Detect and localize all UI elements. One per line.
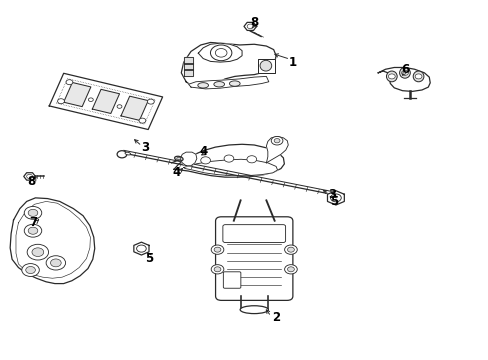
Polygon shape (183, 69, 193, 76)
Circle shape (284, 265, 297, 274)
Circle shape (214, 267, 221, 272)
Ellipse shape (125, 152, 130, 155)
Polygon shape (257, 59, 274, 73)
Text: 5: 5 (330, 195, 338, 208)
Polygon shape (183, 159, 277, 176)
Circle shape (387, 74, 394, 79)
Circle shape (24, 224, 41, 237)
Ellipse shape (260, 60, 271, 71)
Circle shape (88, 98, 93, 102)
Circle shape (401, 70, 407, 75)
Polygon shape (198, 43, 242, 62)
Polygon shape (266, 136, 287, 163)
Polygon shape (181, 42, 276, 88)
Polygon shape (183, 63, 193, 70)
Circle shape (246, 156, 256, 163)
Circle shape (330, 194, 341, 202)
Circle shape (27, 174, 32, 179)
Circle shape (211, 265, 224, 274)
Circle shape (210, 45, 231, 61)
Circle shape (139, 118, 145, 123)
FancyBboxPatch shape (215, 217, 292, 300)
Circle shape (224, 155, 233, 162)
Polygon shape (134, 242, 149, 255)
Circle shape (32, 248, 43, 256)
Polygon shape (327, 191, 344, 205)
Text: 6: 6 (400, 63, 408, 76)
Polygon shape (244, 22, 256, 30)
Circle shape (284, 245, 297, 254)
Text: 3: 3 (141, 141, 148, 154)
Circle shape (66, 80, 73, 85)
Circle shape (24, 206, 41, 219)
Circle shape (211, 245, 224, 254)
Polygon shape (10, 198, 95, 284)
Ellipse shape (174, 156, 183, 161)
Text: 1: 1 (288, 55, 297, 69)
Circle shape (58, 99, 64, 104)
Circle shape (287, 247, 294, 252)
Circle shape (26, 266, 35, 274)
FancyBboxPatch shape (223, 225, 285, 243)
Ellipse shape (198, 83, 208, 88)
Circle shape (271, 136, 283, 145)
Circle shape (214, 247, 221, 252)
Polygon shape (188, 76, 268, 89)
Circle shape (22, 264, 39, 276)
Ellipse shape (213, 82, 224, 87)
Circle shape (215, 49, 226, 57)
Polygon shape (377, 67, 429, 91)
Polygon shape (180, 152, 197, 166)
Circle shape (46, 256, 65, 270)
Circle shape (201, 157, 210, 164)
Circle shape (274, 139, 280, 143)
Text: 7: 7 (29, 216, 37, 229)
Text: 5: 5 (145, 252, 154, 265)
Circle shape (246, 24, 253, 29)
Circle shape (117, 151, 126, 158)
Text: 8: 8 (249, 16, 258, 29)
Ellipse shape (240, 306, 268, 314)
Polygon shape (63, 82, 91, 107)
Text: 3: 3 (327, 188, 335, 201)
Ellipse shape (176, 157, 181, 160)
Text: 4: 4 (172, 166, 180, 179)
Circle shape (414, 74, 421, 79)
Ellipse shape (399, 67, 409, 78)
Polygon shape (121, 96, 148, 120)
Polygon shape (174, 144, 284, 177)
Polygon shape (92, 89, 119, 113)
Circle shape (27, 244, 48, 260)
Text: 4: 4 (199, 145, 207, 158)
Ellipse shape (386, 71, 396, 82)
Text: 2: 2 (271, 311, 280, 324)
Circle shape (287, 267, 294, 272)
Circle shape (50, 259, 61, 267)
Ellipse shape (229, 81, 240, 86)
Polygon shape (183, 57, 193, 64)
Circle shape (147, 99, 154, 104)
Polygon shape (24, 173, 35, 180)
Circle shape (117, 105, 122, 108)
Polygon shape (49, 73, 163, 130)
Circle shape (136, 245, 146, 252)
Text: 8: 8 (27, 175, 36, 188)
FancyBboxPatch shape (223, 272, 241, 288)
Circle shape (28, 227, 38, 234)
Circle shape (28, 209, 38, 216)
Ellipse shape (412, 71, 423, 82)
